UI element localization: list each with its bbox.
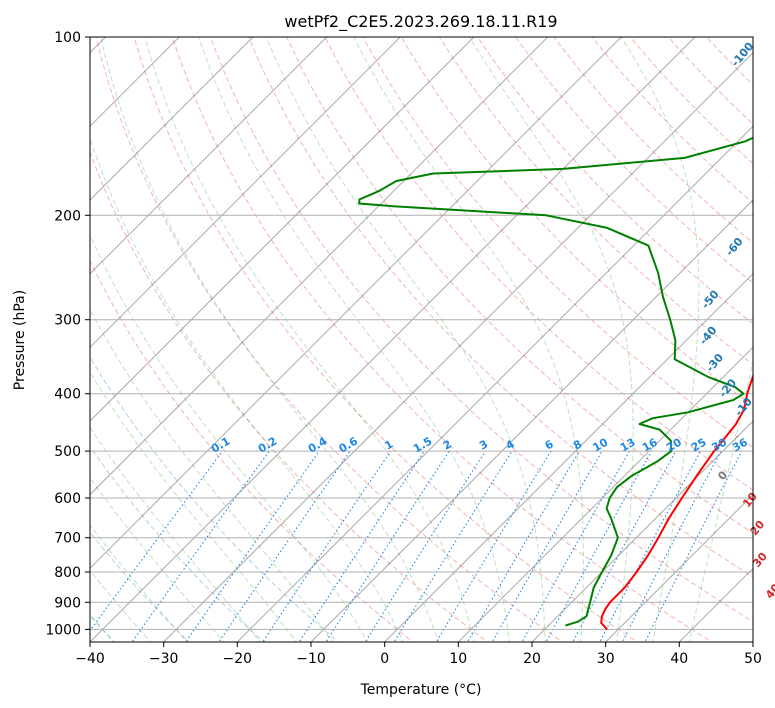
- dry-adiabat-line: [133, 37, 638, 642]
- y-tick-label: 400: [54, 387, 81, 403]
- mixing-ratio-label: 0.1: [209, 435, 232, 456]
- axes: −40 −30 −20 −10 0 10 20 30 40 50 1000 900 800 700 600 5…: [45, 30, 762, 667]
- mixing-ratio-label: 1: [382, 438, 395, 453]
- dry-adiabat-label: 40: [763, 581, 775, 601]
- isotherm-line: [90, 37, 328, 275]
- moist-adiabat-line: [353, 37, 584, 642]
- dry-adiabat-label: -70: [770, 171, 775, 195]
- dry-adiabat-label: -60: [723, 235, 746, 259]
- x-tick-label: −40: [75, 651, 105, 667]
- dry-adiabat-line: [90, 259, 414, 642]
- moist-adiabat-line: [620, 37, 700, 642]
- pressure-gridlines: [90, 36, 753, 630]
- moist-adiabat-line: [90, 233, 369, 642]
- y-tick-label: 600: [54, 491, 81, 507]
- moist-adiabat-line: [100, 37, 440, 642]
- y-axis-title: Pressure (hPa): [12, 290, 28, 390]
- isotherm-line: [457, 346, 753, 642]
- y-tick-label: 300: [54, 313, 81, 329]
- mixing-ratio-line: [90, 450, 223, 632]
- x-axis-title: Temperature (°C): [360, 682, 482, 698]
- dry-adiabat-label: -40: [697, 324, 720, 348]
- mixing-ratio-label: 6: [543, 437, 556, 452]
- dry-adiabat-label: 10: [740, 490, 760, 510]
- mixing-ratio-label: 36: [730, 435, 750, 454]
- moist-adiabat-line: [90, 136, 404, 642]
- y-tick-label: 200: [54, 208, 81, 224]
- x-tick-label: 20: [523, 651, 541, 667]
- moist-adiabat-line: [90, 477, 225, 642]
- temperature-profile-line: [600, 373, 753, 631]
- isotherm-line: [383, 272, 753, 642]
- line-labels: 0.1 0.2 0.4 0.6 1 1.5 2 3 4 6 8 10 13 16 20 25 30 36-100-…: [209, 40, 775, 602]
- dry-adiabat-line: [438, 37, 753, 366]
- chart-title: wetPf2_C2E5.2023.269.18.11.R19: [284, 12, 557, 32]
- mixing-ratio-label: 2: [441, 438, 454, 453]
- x-tick-label: −10: [296, 651, 326, 667]
- x-tick-label: 10: [449, 651, 467, 667]
- dry-adiabat-label: -100: [729, 40, 757, 70]
- mixing-ratio-label: 0.6: [337, 434, 361, 455]
- y-tick-label: 100: [54, 30, 81, 46]
- dry-adiabat-line: [248, 37, 753, 578]
- y-tick-label: 1000: [45, 622, 81, 638]
- dry-adiabat-line: [515, 37, 753, 284]
- mixing-ratio-line: [325, 450, 450, 642]
- x-tick-label: 40: [670, 651, 688, 667]
- isotherm-line: [162, 51, 753, 642]
- y-tick-label: 900: [54, 595, 81, 611]
- mixing-ratio-line: [218, 450, 351, 642]
- mixing-ratio-label: 3: [477, 438, 490, 453]
- moist-adiabat-line: [90, 371, 297, 642]
- dry-adiabat-line: [400, 37, 753, 407]
- mixing-ratio-label: 25: [689, 436, 709, 455]
- moist-adiabat-line: [198, 37, 510, 642]
- x-tick-label: 50: [744, 651, 762, 667]
- dry-adiabat-line: [90, 445, 265, 642]
- isotherm-line: [90, 37, 475, 422]
- isotherm-line: [90, 37, 402, 349]
- dry-adiabat-label: -30: [703, 351, 726, 375]
- isotherm-line: [90, 37, 549, 496]
- mixing-ratio-line: [364, 450, 486, 642]
- moist-adiabat-line: [90, 308, 333, 642]
- dry-adiabat-line: [171, 37, 713, 642]
- dry-adiabat-line: [209, 37, 753, 623]
- isotherm-line: [604, 493, 753, 642]
- x-tick-label: 30: [597, 651, 615, 667]
- x-tick-label: −30: [149, 651, 179, 667]
- moist-adiabat-line: [468, 37, 634, 642]
- mixing-ratio-label: 30: [709, 435, 729, 454]
- mixing-ratio-label: 16: [640, 435, 660, 454]
- moist-adiabat-line: [90, 524, 188, 642]
- isotherm-line: [310, 199, 753, 642]
- isotherm-line: [236, 125, 753, 642]
- sounding-profiles: [358, 136, 753, 631]
- mixing-ratio-label: 1.5: [411, 435, 434, 456]
- dewpoint-profile-line: [358, 136, 753, 627]
- dry-adiabat-label: 20: [748, 518, 768, 538]
- moist-adiabat-line: [90, 426, 261, 642]
- isotherm-line: [90, 37, 623, 570]
- y-tick-label: 500: [54, 444, 81, 460]
- isotherm-line: [90, 37, 696, 642]
- x-tick-label: −20: [223, 651, 253, 667]
- background-lines: [90, 37, 753, 642]
- isotherm-line: [90, 37, 254, 201]
- mixing-ratio-line: [466, 450, 580, 642]
- dry-adiabat-label: -90: [770, 82, 775, 106]
- isotherm-line: [531, 420, 753, 642]
- mixing-ratio-label: 10: [590, 435, 610, 454]
- dry-adiabat-line: [324, 37, 753, 491]
- y-tick-label: 700: [54, 531, 81, 547]
- isotherm-line: [90, 37, 181, 128]
- plot-frame: [89, 36, 754, 643]
- y-tick-label: 800: [54, 565, 81, 581]
- mixing-ratio-label: 0.4: [306, 434, 330, 455]
- dry-adiabat-line: [629, 37, 753, 165]
- x-tick-label: 0: [380, 651, 389, 667]
- dry-adiabat-line: [95, 37, 564, 642]
- isotherm-line: [752, 641, 753, 642]
